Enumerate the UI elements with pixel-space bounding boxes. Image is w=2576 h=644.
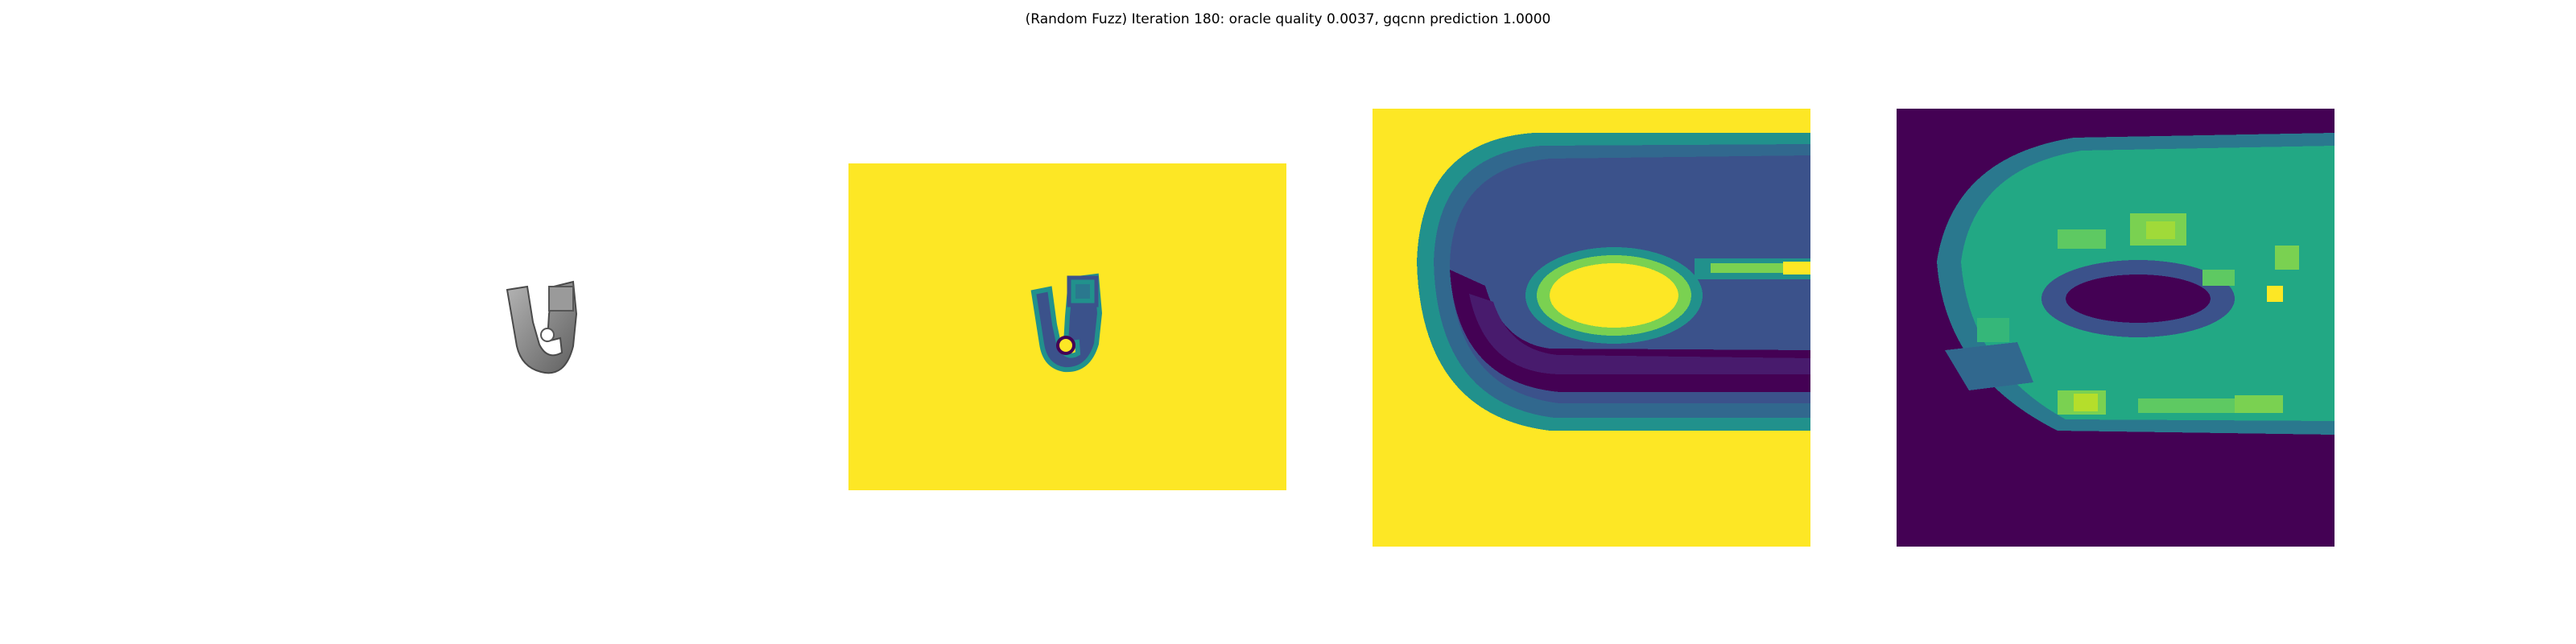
depth-crop-image xyxy=(1373,109,1810,547)
depth-image xyxy=(848,163,1286,490)
depth-image-panel xyxy=(848,163,1286,490)
gradient-map-panel xyxy=(1897,109,2334,547)
rendered-object-image xyxy=(506,280,578,374)
depth-crop-panel xyxy=(1373,109,1810,547)
gradient-map-image xyxy=(1897,109,2334,547)
figure-title: (Random Fuzz) Iteration 180: oracle qual… xyxy=(1025,11,1551,27)
rendered-object-panel xyxy=(483,258,604,386)
